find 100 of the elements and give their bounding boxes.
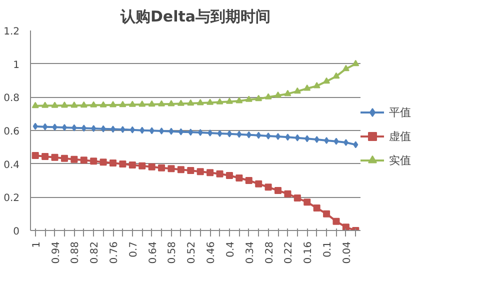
point xyxy=(342,224,350,230)
point xyxy=(256,132,262,139)
point xyxy=(255,180,262,188)
x-tick-label: 0.7 xyxy=(128,241,140,258)
point xyxy=(100,101,107,108)
point xyxy=(323,77,330,84)
chart-title: 认购Delta与到期时间 xyxy=(119,8,271,26)
point xyxy=(274,92,282,98)
point xyxy=(130,126,135,134)
point xyxy=(196,168,204,176)
y-tick-label: 0 xyxy=(13,226,20,238)
point xyxy=(294,134,300,142)
point xyxy=(208,130,213,136)
point xyxy=(72,124,77,132)
point xyxy=(119,100,126,108)
point xyxy=(140,126,145,134)
point xyxy=(274,187,282,194)
point xyxy=(60,154,68,162)
point xyxy=(226,130,232,138)
point xyxy=(91,125,96,132)
point xyxy=(332,72,340,79)
point xyxy=(198,129,203,136)
point xyxy=(110,160,116,166)
point xyxy=(196,99,204,106)
x-tick-label: 0.34 xyxy=(244,242,256,264)
x-tick-label: 0.88 xyxy=(70,242,82,264)
point xyxy=(138,162,146,170)
point xyxy=(217,130,222,137)
point xyxy=(285,134,290,141)
point xyxy=(323,210,330,218)
point xyxy=(255,94,262,102)
x-tick-label: 0.16 xyxy=(303,242,314,264)
point xyxy=(32,152,39,159)
point xyxy=(236,174,243,182)
point xyxy=(216,170,224,178)
point xyxy=(148,163,156,170)
x-tick-label: 0.28 xyxy=(264,242,276,264)
point xyxy=(324,137,330,144)
point xyxy=(187,167,194,174)
point xyxy=(313,204,320,212)
point xyxy=(343,139,348,146)
point xyxy=(294,194,301,202)
point xyxy=(100,158,107,166)
x-tick-label: 0.82 xyxy=(90,242,101,264)
point xyxy=(177,166,184,174)
point xyxy=(276,133,280,140)
point xyxy=(236,97,243,104)
point xyxy=(168,165,175,172)
point xyxy=(178,128,184,136)
point xyxy=(284,90,292,96)
point xyxy=(81,124,86,132)
point xyxy=(100,125,106,132)
legend-label: 实值 xyxy=(389,152,411,168)
point xyxy=(168,128,174,135)
point xyxy=(226,172,233,179)
point xyxy=(32,122,38,130)
legend-label: 虚值 xyxy=(389,128,411,144)
x-tick-label: 0.64 xyxy=(148,242,159,264)
y-tick-label: 1 xyxy=(13,60,20,71)
point xyxy=(158,164,166,172)
point xyxy=(313,82,320,88)
point xyxy=(304,84,311,91)
point xyxy=(128,162,136,168)
x-tick-label: 0.52 xyxy=(186,242,198,264)
point xyxy=(90,101,98,108)
point xyxy=(60,102,68,108)
point xyxy=(159,128,164,134)
point xyxy=(266,132,271,140)
x-tick-label: 0.1 xyxy=(322,241,334,258)
point xyxy=(245,177,252,184)
point xyxy=(148,100,156,107)
point xyxy=(42,102,49,108)
x-tick-label: 0.04 xyxy=(342,242,353,264)
point xyxy=(264,184,272,191)
point xyxy=(284,190,292,198)
point xyxy=(80,101,88,108)
point xyxy=(158,100,166,106)
point xyxy=(188,128,194,136)
point xyxy=(168,100,175,106)
point xyxy=(352,60,360,66)
point xyxy=(149,127,154,134)
point xyxy=(216,98,224,104)
point xyxy=(236,130,242,138)
x-tick-label: 0.76 xyxy=(109,242,120,264)
point xyxy=(42,153,49,160)
point xyxy=(187,99,194,106)
point xyxy=(294,87,301,94)
y-tick-label: 1.2 xyxy=(4,26,20,38)
point xyxy=(177,100,184,106)
legend-label: 平值 xyxy=(389,104,411,120)
point xyxy=(32,102,39,108)
point xyxy=(314,136,320,143)
point xyxy=(51,154,58,161)
point xyxy=(206,98,214,105)
point xyxy=(246,131,252,138)
point xyxy=(128,100,136,107)
point xyxy=(119,160,126,168)
x-tick-label: 0.4 xyxy=(225,241,236,258)
y-tick-label: 0.6 xyxy=(4,126,20,138)
point xyxy=(138,100,146,107)
